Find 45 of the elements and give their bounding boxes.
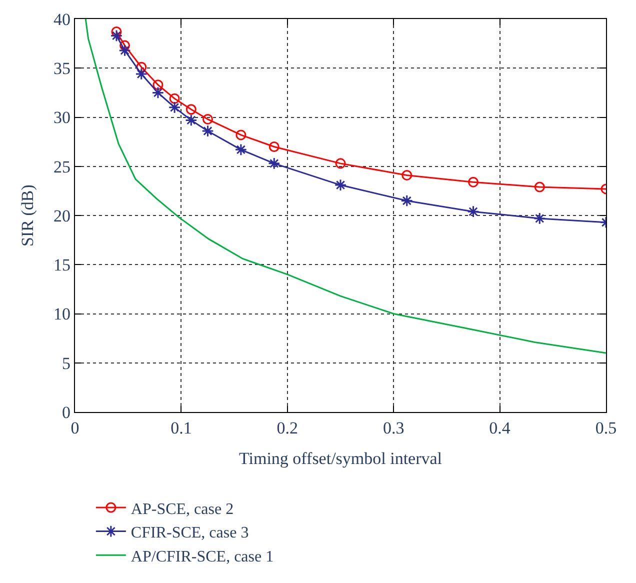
y-tick-label: 5 (62, 354, 70, 373)
point (335, 158, 346, 169)
y-tick-label: 40 (54, 10, 70, 29)
point (268, 157, 280, 170)
y-tick-label: 25 (54, 157, 70, 176)
point (186, 104, 196, 115)
point (402, 170, 412, 180)
point (168, 101, 181, 114)
point (136, 62, 147, 72)
point (185, 114, 198, 126)
legend-label: AP/CFIR-SCE, case 1 (130, 548, 274, 566)
point (534, 182, 545, 192)
y-tick-label: 10 (54, 304, 70, 324)
y-tick-label: 35 (54, 59, 70, 78)
legend-label: CFIR-SCE, case 3 (130, 524, 249, 542)
x-axis-title: Timing offset/symbol interval (238, 448, 442, 468)
point (468, 176, 478, 188)
x-tick-label: 0.5 (595, 418, 617, 438)
point (202, 124, 214, 138)
x-tick-label: 0.1 (170, 418, 192, 438)
y-tick-label: 20 (54, 206, 70, 226)
line-series (84, 19, 606, 354)
point (268, 141, 280, 152)
x-tick-label: 0.2 (276, 418, 298, 438)
point (334, 178, 347, 192)
point (120, 40, 130, 51)
y-tick-label: 30 (54, 108, 70, 128)
y-tick-label: 0 (62, 402, 70, 422)
point (152, 86, 164, 99)
point (533, 212, 546, 225)
point (467, 205, 480, 218)
y-axis-title: SIR (dB) (18, 184, 38, 246)
legend-label: AP-SCE, case 2 (130, 500, 234, 518)
y-tick-label: 15 (54, 256, 70, 275)
point (234, 144, 248, 156)
point (202, 114, 213, 124)
x-tick-label: 0.3 (382, 418, 404, 438)
point (400, 194, 414, 207)
point (135, 68, 148, 80)
point (118, 44, 131, 57)
point (236, 130, 246, 140)
point (110, 30, 123, 42)
x-tick-label: 0.4 (489, 418, 511, 438)
point (152, 80, 164, 90)
point (169, 93, 180, 104)
